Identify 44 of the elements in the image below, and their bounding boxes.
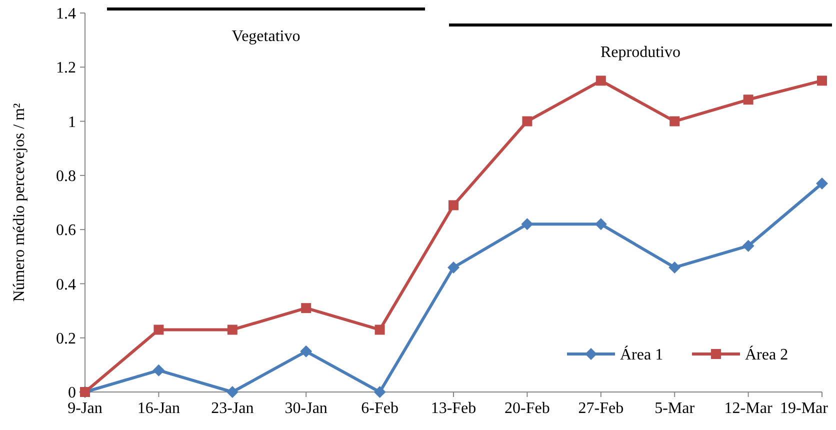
point	[448, 261, 460, 274]
legend-label: Área 1	[620, 346, 664, 364]
point	[522, 116, 532, 126]
x-tick-label: 13-Feb	[430, 400, 476, 417]
y-tick-label: 0.2	[56, 330, 76, 348]
x-tick-label: 9-Jan	[68, 400, 102, 417]
x-tick-label: 23-Jan	[211, 400, 254, 417]
annotation: Vegetativo	[232, 28, 300, 45]
legend-label: Área 2	[745, 346, 788, 364]
y-axis-title: Número médio percevejos / m²	[11, 103, 28, 302]
y-tick-label: 1	[68, 114, 76, 131]
point	[227, 324, 238, 335]
point	[226, 386, 238, 398]
point	[817, 76, 827, 86]
point	[152, 364, 165, 376]
x-tick-label: 5-Mar	[654, 400, 696, 417]
point	[448, 200, 458, 210]
point	[670, 116, 680, 126]
x-tick-label: 19-Mar	[780, 400, 829, 417]
point	[300, 345, 312, 358]
point	[816, 178, 828, 190]
y-tick-label: 0.8	[56, 168, 76, 186]
y-tick-label: 0.6	[56, 222, 76, 240]
point	[301, 303, 312, 314]
y-tick-label: 0	[68, 384, 76, 402]
point	[594, 218, 607, 230]
y-tick-label: 1.4	[56, 6, 76, 23]
x-tick-label: 27-Feb	[578, 400, 624, 417]
point	[743, 94, 754, 105]
y-tick-label: 0.4	[56, 276, 76, 294]
point	[668, 261, 681, 274]
point	[521, 218, 534, 230]
x-tick-label: 16-Jan	[137, 400, 180, 417]
x-tick-label: 6-Feb	[361, 400, 398, 417]
point	[742, 240, 754, 252]
annotation: Reprodutivo	[600, 44, 680, 61]
point	[154, 324, 164, 335]
point	[374, 386, 386, 398]
point	[596, 76, 606, 86]
x-tick-label: 12-Mar	[724, 400, 773, 417]
point	[374, 324, 385, 335]
y-tick-label: 1.2	[56, 60, 76, 77]
x-tick-label: 30-Jan	[284, 400, 328, 417]
x-tick-label: 20-Feb	[504, 400, 550, 417]
